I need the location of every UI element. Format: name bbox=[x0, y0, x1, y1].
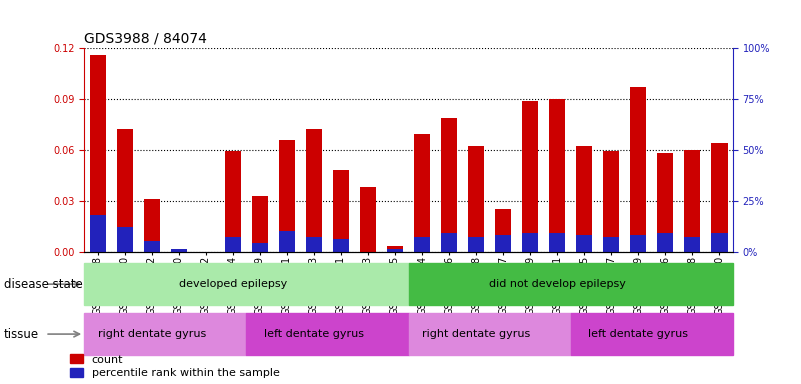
Bar bbox=[549, 233, 566, 252]
Bar bbox=[224, 237, 241, 252]
Bar bbox=[468, 146, 484, 252]
Bar bbox=[603, 151, 619, 252]
Bar bbox=[603, 237, 619, 252]
Bar bbox=[630, 235, 646, 252]
Bar bbox=[333, 170, 349, 252]
Bar bbox=[252, 243, 268, 252]
Bar bbox=[84, 263, 409, 305]
Text: did not develop epilepsy: did not develop epilepsy bbox=[489, 279, 626, 289]
Bar bbox=[306, 237, 322, 252]
Bar bbox=[279, 231, 295, 252]
Text: left dentate gyrus: left dentate gyrus bbox=[264, 329, 364, 339]
Bar bbox=[657, 233, 674, 252]
Bar bbox=[224, 151, 241, 252]
Bar bbox=[333, 239, 349, 252]
Text: tissue: tissue bbox=[4, 328, 39, 341]
Bar bbox=[522, 101, 538, 252]
Bar bbox=[84, 313, 247, 355]
Bar bbox=[409, 263, 733, 305]
Bar bbox=[495, 235, 511, 252]
Text: disease state: disease state bbox=[4, 278, 83, 291]
Text: left dentate gyrus: left dentate gyrus bbox=[588, 329, 688, 339]
Legend: count, percentile rank within the sample: count, percentile rank within the sample bbox=[70, 354, 280, 379]
Bar bbox=[90, 55, 106, 252]
Bar bbox=[387, 247, 403, 252]
Bar bbox=[576, 235, 593, 252]
Bar bbox=[360, 187, 376, 252]
Text: GDS3988 / 84074: GDS3988 / 84074 bbox=[84, 31, 207, 45]
Bar bbox=[576, 146, 593, 252]
Bar bbox=[387, 250, 403, 252]
Bar bbox=[711, 233, 727, 252]
Bar bbox=[117, 227, 133, 252]
Bar bbox=[684, 237, 701, 252]
Bar bbox=[630, 87, 646, 252]
Bar bbox=[414, 237, 430, 252]
Bar bbox=[684, 150, 701, 252]
Bar bbox=[522, 233, 538, 252]
Bar bbox=[414, 134, 430, 252]
Bar bbox=[468, 237, 484, 252]
Text: right dentate gyrus: right dentate gyrus bbox=[422, 329, 530, 339]
Bar bbox=[279, 140, 295, 252]
Bar bbox=[657, 153, 674, 252]
Bar bbox=[495, 209, 511, 252]
Bar bbox=[143, 199, 159, 252]
Bar bbox=[549, 99, 566, 252]
Bar bbox=[252, 195, 268, 252]
Bar bbox=[117, 129, 133, 252]
Text: right dentate gyrus: right dentate gyrus bbox=[98, 329, 206, 339]
Bar bbox=[247, 313, 409, 355]
Bar bbox=[441, 233, 457, 252]
Text: developed epilepsy: developed epilepsy bbox=[179, 279, 287, 289]
Bar bbox=[171, 250, 187, 252]
Bar bbox=[90, 215, 106, 252]
Bar bbox=[441, 118, 457, 252]
Bar bbox=[711, 143, 727, 252]
Bar bbox=[306, 129, 322, 252]
Bar bbox=[571, 313, 733, 355]
Bar bbox=[409, 313, 571, 355]
Bar bbox=[143, 242, 159, 252]
Bar bbox=[171, 250, 187, 252]
